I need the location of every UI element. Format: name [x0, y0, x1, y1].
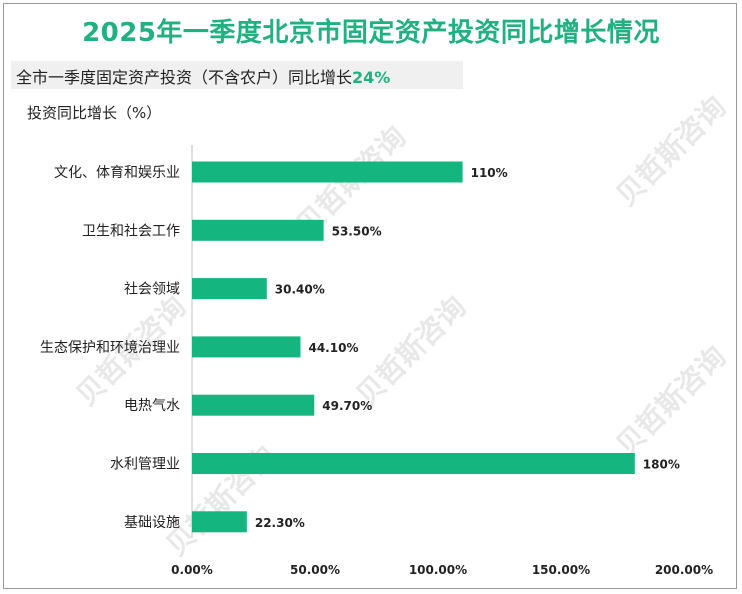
subtitle-band — [11, 61, 463, 89]
x-tick-label: 50.00% — [290, 563, 340, 577]
x-tick-label: 150.00% — [532, 563, 590, 577]
category-label: 卫生和社会工作 — [82, 223, 180, 239]
chart-title: 2025年一季度北京市固定资产投资同比增长情况 — [82, 18, 660, 48]
x-tick-label: 200.00% — [655, 563, 713, 577]
data-label: 44.10% — [308, 341, 358, 355]
chart-subtitle: 全市一季度固定资产投资（不含农户）同比增长24% — [16, 64, 390, 88]
category-label: 基础设施 — [124, 514, 180, 531]
bar — [192, 453, 635, 474]
category-label: 水利管理业 — [110, 457, 180, 473]
bar — [192, 278, 267, 300]
subtitle-text: 全市一季度固定资产投资（不含农户）同比增长 — [16, 68, 353, 87]
subtitle-highlight-value: 24% — [352, 68, 391, 87]
bar — [192, 336, 301, 358]
category-label: 生态保护和环境治理业 — [40, 340, 180, 356]
bar — [192, 161, 463, 183]
x-tick-label: 0.00% — [171, 563, 213, 577]
data-label: 49.70% — [322, 399, 372, 413]
category-label: 文化、体育和娱乐业 — [54, 165, 180, 181]
data-label: 180% — [643, 458, 680, 472]
x-tick-label: 100.00% — [409, 563, 467, 577]
chart-frame — [3, 3, 737, 589]
data-label: 22.30% — [255, 516, 305, 530]
y-axis-title: 投资同比增长（%） — [27, 104, 162, 122]
category-label: 社会领域 — [124, 282, 180, 298]
category-label: 电热气水 — [124, 398, 180, 414]
data-label: 110% — [471, 166, 508, 180]
bar — [192, 511, 247, 533]
bar — [192, 394, 315, 416]
bar — [192, 219, 324, 241]
data-label: 53.50% — [332, 224, 382, 238]
data-label: 30.40% — [275, 283, 325, 297]
